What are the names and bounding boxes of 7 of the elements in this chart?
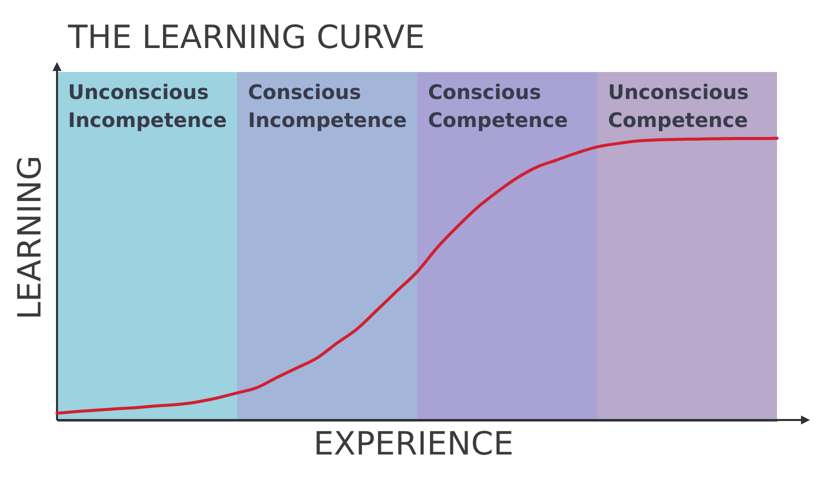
x-axis-title: EXPERIENCE (313, 424, 514, 462)
y-axis-title: LEARNING (10, 155, 48, 320)
chart-title: THE LEARNING CURVE (67, 18, 425, 56)
text: Conscious Competence (428, 80, 568, 132)
text: Unconscious Incompetence (68, 80, 227, 132)
text: Unconscious Competence (608, 80, 749, 132)
text: Conscious Incompetence (248, 80, 407, 132)
